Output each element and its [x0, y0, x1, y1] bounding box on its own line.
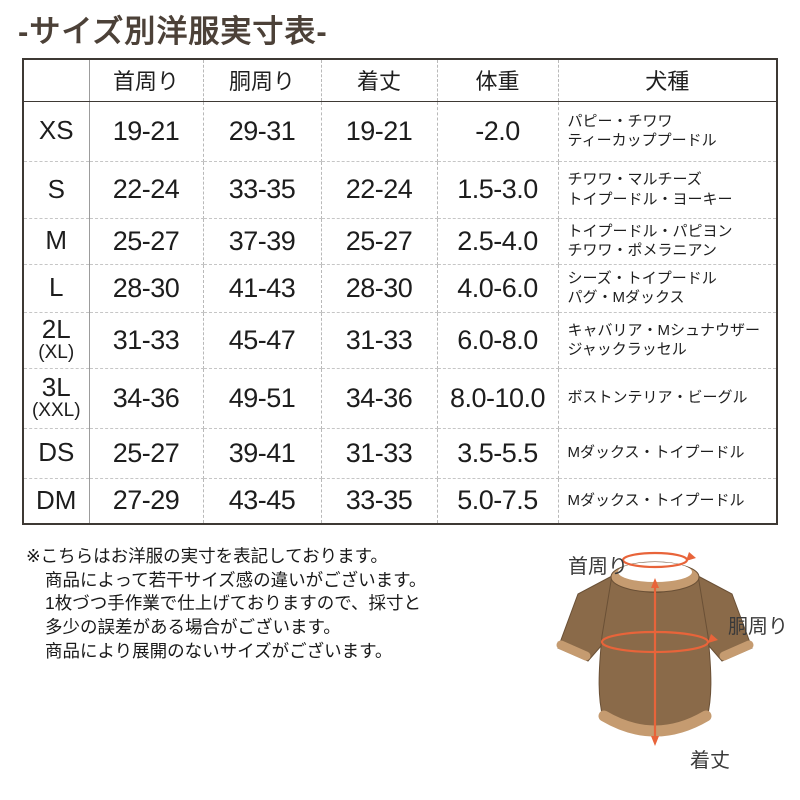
header-row: 首周り 胴周り 着丈 体重 犬種	[23, 59, 777, 102]
neck-value: 19-21	[89, 101, 204, 162]
table-row-xs: XS 19-21 29-31 19-21 -2.0 パピー・チワワ ティーカップ…	[23, 101, 777, 162]
neck-value: 28-30	[89, 264, 204, 313]
breed-value: Mダックス・トイプードル	[558, 428, 777, 479]
table-row-2l: 2L (XL) 31-33 45-47 31-33 6.0-8.0 キャバリア・M…	[23, 312, 777, 369]
note-line: 商品によって若干サイズ感の違いがございます。	[45, 569, 427, 590]
table-row-ds: DS 25-27 39-41 31-33 3.5-5.5 Mダックス・トイプード…	[23, 428, 777, 479]
weight-value: 4.0-6.0	[437, 264, 559, 313]
chest-value: 37-39	[203, 218, 322, 265]
weight-value: -2.0	[437, 101, 559, 162]
chest-value: 39-41	[203, 428, 322, 479]
length-value: 28-30	[321, 264, 438, 313]
neck-value: 34-36	[89, 368, 204, 429]
diagram-label-chest: 胴周り	[728, 616, 788, 638]
size-code: XS	[38, 115, 74, 146]
shirt-illustration-icon	[556, 551, 754, 746]
neck-measure-arrow	[686, 552, 696, 561]
breed-value: ボストンテリア・ビーグル	[558, 368, 777, 429]
size-code: M	[45, 225, 68, 256]
note-line: 商品により展開のないサイズがございます。	[45, 640, 393, 661]
length-value: 31-33	[321, 312, 438, 369]
chest-measure-arrow	[708, 634, 718, 643]
size-code: 3L	[41, 371, 71, 402]
column-header-size	[23, 59, 90, 102]
length-value: 22-24	[321, 161, 438, 219]
breed-value: Mダックス・トイプードル	[558, 478, 777, 525]
row-label-size: S	[23, 161, 90, 219]
chest-value: 29-31	[203, 101, 322, 162]
measurement-notes: ※こちらはお洋服の実寸を表記しております。 商品によって若干サイズ感の違いがござ…	[26, 545, 538, 663]
table-row-m: M 25-27 37-39 25-27 2.5-4.0 トイプードル・パピヨン …	[23, 218, 777, 265]
breed-value: キャバリア・Mシュナウザー ジャックラッセル	[558, 312, 777, 369]
row-label-size: M	[23, 218, 90, 265]
breed-value: シーズ・トイプードル パグ・Mダックス	[558, 264, 777, 313]
weight-value: 8.0-10.0	[437, 368, 559, 429]
row-label-size: 3L (XXL)	[23, 368, 90, 429]
breed-value: パピー・チワワ ティーカッププードル	[558, 101, 777, 162]
length-value: 19-21	[321, 101, 438, 162]
column-header-weight: 体重	[437, 59, 559, 102]
shirt-collar-opening	[618, 562, 692, 582]
size-code: L	[49, 272, 64, 303]
weight-value: 6.0-8.0	[437, 312, 559, 369]
shirt-left-cuff-trim	[556, 640, 591, 661]
chest-value: 43-45	[203, 478, 322, 525]
size-code: DS	[38, 437, 75, 468]
length-value: 34-36	[321, 368, 438, 429]
length-value: 25-27	[321, 218, 438, 265]
column-header-neck: 首周り	[89, 59, 204, 102]
diagram-label-length: 着丈	[690, 750, 730, 772]
note-line: 1枚づつ手作業で仕上げておりますので、採寸と	[45, 593, 422, 614]
table-row-3l: 3L (XXL) 34-36 49-51 34-36 8.0-10.0 ボストンテ…	[23, 368, 777, 429]
note-line: ※こちらはお洋服の実寸を表記しております。	[26, 546, 388, 566]
page-title: -サイズ別洋服実寸表-	[18, 14, 328, 49]
shirt-measurement-diagram: 首周り 胴周り 着丈	[548, 546, 798, 798]
breed-value: トイプードル・パピヨン チワワ・ポメラニアン	[558, 218, 777, 265]
size-code-alt: (XXL)	[31, 400, 81, 422]
column-header-length: 着丈	[321, 59, 438, 102]
length-value: 31-33	[321, 428, 438, 479]
size-code: DM	[36, 485, 77, 516]
neck-value: 25-27	[89, 218, 204, 265]
diagram-label-neck: 首周り	[568, 556, 628, 578]
table-row-dm: DM 27-29 43-45 33-35 5.0-7.5 Mダックス・トイプード…	[23, 478, 777, 525]
length-measure-arrow-top	[651, 578, 659, 588]
table-row-s: S 22-24 33-35 22-24 1.5-3.0 チワワ・マルチーズ トイ…	[23, 161, 777, 219]
column-header-breed: 犬種	[558, 59, 777, 102]
chest-value: 45-47	[203, 312, 322, 369]
row-label-size: XS	[23, 101, 90, 162]
row-label-size: DM	[23, 478, 90, 525]
neck-value: 22-24	[89, 161, 204, 219]
table-row-l: L 28-30 41-43 28-30 4.0-6.0 シーズ・トイプードル パ…	[23, 264, 777, 313]
size-code-alt: (XL)	[38, 342, 75, 364]
size-code: S	[47, 173, 65, 204]
column-header-chest: 胴周り	[203, 59, 322, 102]
chest-value: 49-51	[203, 368, 322, 429]
breed-value: チワワ・マルチーズ トイプードル・ヨーキー	[558, 161, 777, 219]
neck-value: 27-29	[89, 478, 204, 525]
chest-value: 33-35	[203, 161, 322, 219]
weight-value: 5.0-7.5	[437, 478, 559, 525]
weight-value: 2.5-4.0	[437, 218, 559, 265]
shirt-right-cuff-trim	[719, 640, 754, 661]
row-label-size: DS	[23, 428, 90, 479]
weight-value: 1.5-3.0	[437, 161, 559, 219]
length-measure-arrow-bottom	[651, 736, 659, 746]
row-label-size: L	[23, 264, 90, 313]
weight-value: 3.5-5.5	[437, 428, 559, 479]
size-code: 2L	[41, 313, 71, 344]
note-line: 多少の誤差がある場合がございます。	[45, 616, 341, 637]
size-chart-table: 首周り 胴周り 着丈 体重 犬種 XS 19-21 29-31 19-21 -2…	[22, 58, 778, 525]
neck-value: 31-33	[89, 312, 204, 369]
row-label-size: 2L (XL)	[23, 312, 90, 369]
length-value: 33-35	[321, 478, 438, 525]
neck-value: 25-27	[89, 428, 204, 479]
chest-value: 41-43	[203, 264, 322, 313]
